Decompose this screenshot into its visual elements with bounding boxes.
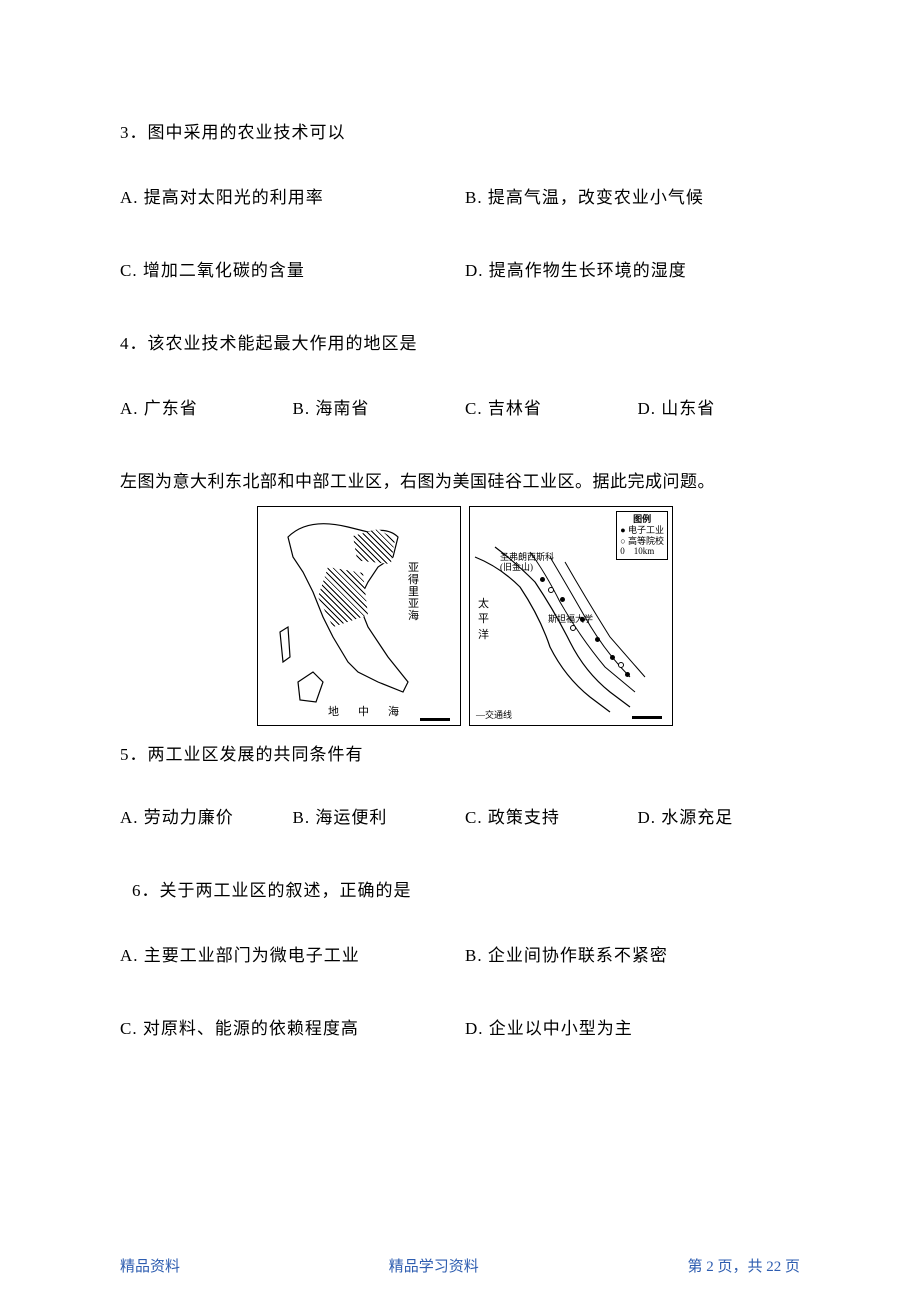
q6-opt-a: A. 主要工业部门为微电子工业	[120, 941, 465, 966]
italy-med-3: 海	[388, 703, 399, 719]
q3-options-row1: A. 提高对太阳光的利用率 B. 提高气温，改变农业小气候	[120, 183, 810, 208]
page-footer: 精品资料 精品学习资料 第 2 页，共 22 页	[0, 1255, 920, 1276]
q3-opt-d: D. 提高作物生长环境的湿度	[465, 256, 810, 281]
italy-map: 亚 得 里 亚 海 地 中 海	[257, 506, 461, 726]
sv-dot	[540, 577, 545, 582]
q3-opt-c: C. 增加二氧化碳的含量	[120, 256, 465, 281]
italy-scalebar	[420, 718, 450, 721]
footer-right: 第 2 页，共 22 页	[687, 1255, 800, 1276]
context-text: 左图为意大利东北部和中部工业区，右图为美国硅谷工业区。据此完成问题。	[120, 467, 810, 492]
sv-dot	[610, 655, 615, 660]
q4-opt-b: B. 海南省	[293, 394, 466, 419]
silicon-valley-map: 图例 ● 电子工业 ○ 高等院校 0 10km 圣弗朗西斯科 (旧金山) 斯坦福…	[469, 506, 673, 726]
sv-sf-label: 圣弗朗西斯科 (旧金山)	[500, 553, 554, 573]
q5-opt-d: D. 水源充足	[638, 803, 811, 828]
footer-left: 精品资料	[120, 1255, 180, 1276]
sv-dot	[595, 637, 600, 642]
sv-circ	[618, 662, 624, 668]
sv-stanford-label: 斯坦福大学	[548, 612, 593, 625]
q3-stem: 3．图中采用的农业技术可以	[120, 118, 810, 143]
q4-stem: 4．该农业技术能起最大作用的地区是	[120, 329, 810, 354]
sv-dot	[560, 597, 565, 602]
q6-options-row2: C. 对原料、能源的依赖程度高 D. 企业以中小型为主	[120, 1014, 810, 1039]
q6-opt-b: B. 企业间协作联系不紧密	[465, 941, 810, 966]
italy-med-1: 地	[328, 703, 339, 719]
q3-opt-a: A. 提高对太阳光的利用率	[120, 183, 465, 208]
q3-opt-b: B. 提高气温，改变农业小气候	[465, 183, 810, 208]
sv-circ	[570, 625, 576, 631]
q6-options-row1: A. 主要工业部门为微电子工业 B. 企业间协作联系不紧密	[120, 941, 810, 966]
q4-options-row: A. 广东省 B. 海南省 C. 吉林省 D. 山东省	[120, 394, 810, 419]
sv-transport-legend: —交通线	[476, 708, 512, 721]
footer-mid: 精品学习资料	[389, 1255, 479, 1276]
q4-opt-a: A. 广东省	[120, 394, 293, 419]
q5-options-row: A. 劳动力廉价 B. 海运便利 C. 政策支持 D. 水源充足	[120, 803, 810, 828]
q4-opt-d: D. 山东省	[638, 394, 811, 419]
sv-scalebar	[632, 716, 662, 719]
italy-med-2: 中	[358, 703, 369, 719]
maps-row: 亚 得 里 亚 海 地 中 海 图例 ● 电子工业 ○ 高等院校 0 10km …	[120, 506, 810, 726]
q5-opt-b: B. 海运便利	[293, 803, 466, 828]
q5-opt-c: C. 政策支持	[465, 803, 638, 828]
sv-dot	[625, 672, 630, 677]
q6-opt-c: C. 对原料、能源的依赖程度高	[120, 1014, 465, 1039]
sv-circ	[548, 587, 554, 593]
q6-opt-d: D. 企业以中小型为主	[465, 1014, 810, 1039]
sv-pacific-label: 太 平 洋	[478, 597, 489, 643]
q3-options-row2: C. 增加二氧化碳的含量 D. 提高作物生长环境的湿度	[120, 256, 810, 281]
q6-stem: 6．关于两工业区的叙述，正确的是	[132, 876, 810, 901]
italy-adriatic-label: 亚 得 里 亚 海	[408, 562, 419, 622]
q4-opt-c: C. 吉林省	[465, 394, 638, 419]
q5-opt-a: A. 劳动力廉价	[120, 803, 293, 828]
q5-stem: 5．两工业区发展的共同条件有	[120, 740, 810, 765]
sv-dot	[580, 617, 585, 622]
